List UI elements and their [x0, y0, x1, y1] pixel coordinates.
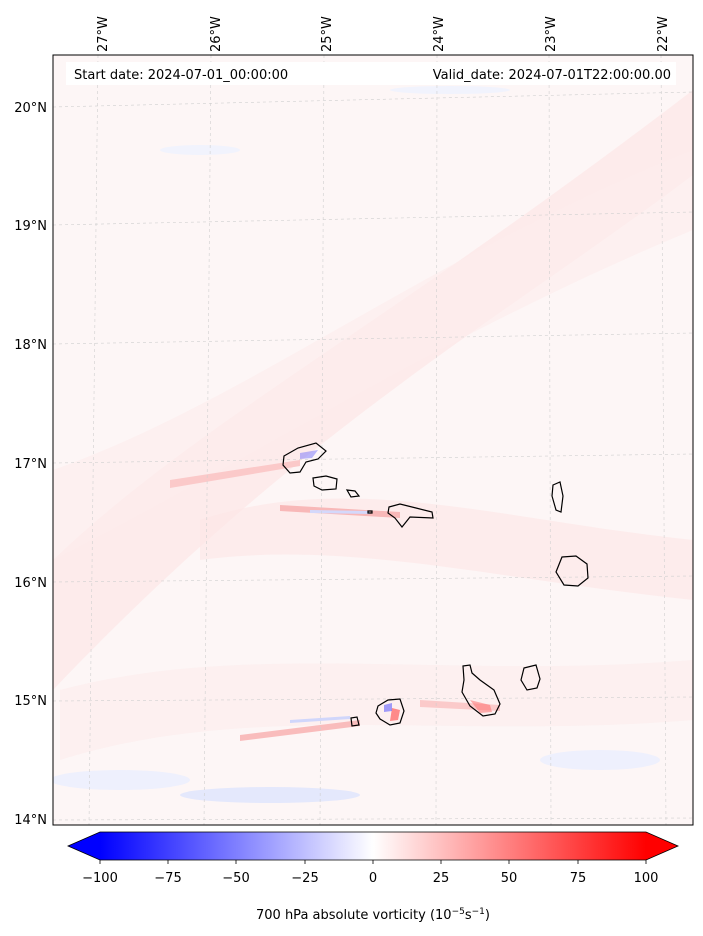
- colorbar-tick-label: 75: [570, 871, 587, 886]
- colorbar-tick-label: −25: [291, 871, 318, 886]
- colorbar-gradient: [100, 832, 646, 860]
- lon-label: 26°W: [209, 16, 224, 52]
- lat-label: 15°N: [14, 694, 47, 709]
- island-santiago: [461, 664, 501, 717]
- island-fogo: [375, 698, 405, 726]
- island-branco: [367, 510, 373, 514]
- colorbar-max-extend: [646, 832, 678, 860]
- colorbar-tick-label: −50: [222, 871, 249, 886]
- island-santo-antao: [282, 442, 327, 474]
- island-maio: [520, 664, 541, 691]
- lon-label: 24°W: [432, 16, 447, 52]
- vorticity-field: [53, 55, 693, 825]
- colorbar-tick-label: 25: [433, 871, 450, 886]
- colorbar-tick-label: −100: [82, 871, 118, 886]
- valid-date-label: Valid_date: 2024-07-01T22:00:00.00: [433, 68, 671, 83]
- lon-label: 27°W: [96, 16, 111, 52]
- island-brava: [350, 716, 360, 727]
- start-date-label: Start date: 2024-07-01_00:00:00: [74, 68, 288, 83]
- island-sao-nicolau: [387, 503, 434, 528]
- latitude-labels: 20°N 19°N 18°N 17°N 16°N 15°N 14°N: [14, 101, 47, 828]
- lon-label: 25°W: [320, 16, 335, 52]
- lat-label: 18°N: [14, 338, 47, 353]
- lat-label: 17°N: [14, 457, 47, 472]
- island-santa-luzia: [345, 489, 361, 498]
- longitude-labels: 27°W 26°W 25°W 24°W 23°W 22°W: [96, 16, 671, 52]
- coastlines: [282, 442, 589, 727]
- colorbar-title: 700 hPa absolute vorticity (10−5s−1): [256, 907, 490, 923]
- header-box: [66, 62, 676, 85]
- colorbar-tick-label: 50: [501, 871, 518, 886]
- colorbar-min-extend: [68, 832, 100, 860]
- lon-label: 22°W: [656, 16, 671, 52]
- lat-label: 19°N: [14, 219, 47, 234]
- map-frame: [52, 54, 694, 826]
- lat-label: 16°N: [14, 576, 47, 591]
- lat-label: 14°N: [14, 813, 47, 828]
- island-boa-vista: [555, 555, 589, 587]
- island-sal: [551, 481, 564, 513]
- lon-label: 23°W: [544, 16, 559, 52]
- colorbar-tick-label: 0: [369, 871, 377, 886]
- colorbar-tick-label: 100: [634, 871, 659, 886]
- colorbar-tick-label: −75: [154, 871, 181, 886]
- island-sao-vicente: [312, 475, 338, 491]
- gridlines: [53, 55, 693, 825]
- lat-label: 20°N: [14, 101, 47, 116]
- colorbar: −100 −75 −50 −25 0 25 50 75 100 700 hPa …: [67, 831, 679, 923]
